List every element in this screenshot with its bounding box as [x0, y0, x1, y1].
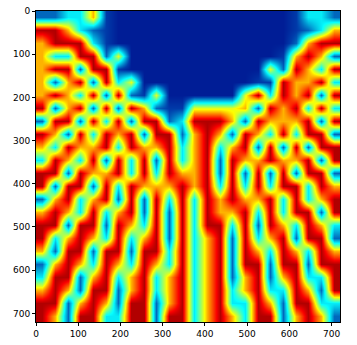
svg-text:300: 300	[154, 329, 171, 339]
svg-text:600: 600	[13, 265, 30, 275]
svg-text:500: 500	[13, 222, 30, 232]
svg-text:300: 300	[13, 136, 30, 146]
svg-text:700: 700	[323, 329, 340, 339]
svg-text:100: 100	[13, 49, 30, 59]
svg-text:0: 0	[33, 329, 39, 339]
svg-text:200: 200	[13, 93, 30, 103]
svg-text:0: 0	[24, 6, 30, 16]
svg-text:200: 200	[112, 329, 129, 339]
svg-text:400: 400	[196, 329, 213, 339]
svg-text:600: 600	[281, 329, 298, 339]
svg-text:400: 400	[13, 179, 30, 189]
svg-text:700: 700	[13, 309, 30, 319]
svg-text:100: 100	[70, 329, 87, 339]
svg-text:500: 500	[239, 329, 256, 339]
